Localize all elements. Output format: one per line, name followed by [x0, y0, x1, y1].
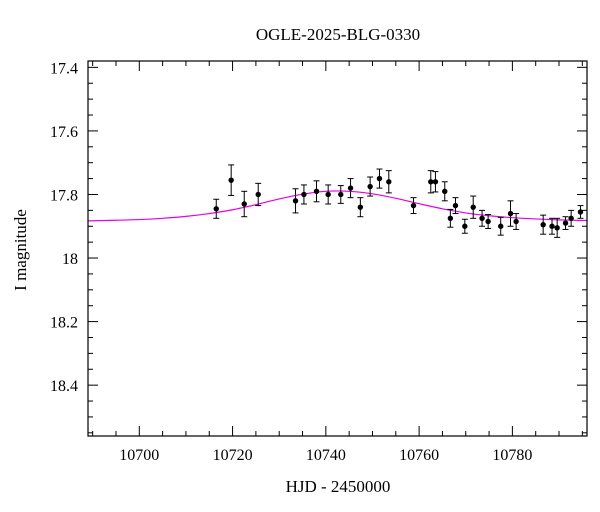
data-marker [213, 206, 219, 212]
data-point [337, 185, 344, 204]
x-tick-label: 10740 [306, 447, 346, 464]
y-tick-label: 18.2 [50, 315, 78, 332]
data-point [470, 195, 477, 219]
data-point [497, 216, 504, 236]
data-point [513, 213, 520, 230]
data-point [452, 197, 459, 215]
data-marker [452, 202, 459, 209]
data-marker [540, 221, 546, 228]
data-point [507, 200, 514, 227]
data-marker [410, 202, 417, 209]
data-point [325, 184, 332, 205]
y-tick-label: 17.8 [50, 187, 78, 204]
data-points [213, 164, 584, 238]
data-marker [338, 191, 344, 198]
data-marker [513, 218, 519, 225]
x-tick-label: 10720 [213, 447, 253, 464]
data-point [461, 218, 468, 234]
x-tick-label: 10780 [492, 447, 532, 464]
x-axis-label: HJD - 2450000 [286, 477, 391, 496]
data-point [213, 198, 220, 219]
y-tick-label: 17.4 [50, 60, 78, 77]
data-point [562, 216, 569, 230]
data-point [347, 178, 354, 199]
data-marker [432, 179, 439, 185]
model-curve [87, 190, 588, 222]
data-point [540, 214, 547, 235]
data-marker [507, 210, 514, 217]
data-marker [325, 191, 331, 198]
data-marker [485, 218, 491, 225]
data-marker [313, 188, 320, 194]
data-point [427, 170, 434, 194]
plot-frame [87, 60, 588, 437]
data-point [568, 209, 575, 227]
data-point [385, 170, 392, 194]
data-point [554, 217, 561, 238]
y-tick-label: 18.4 [50, 378, 78, 395]
data-point [241, 190, 248, 218]
data-point [410, 197, 417, 215]
data-marker [554, 225, 560, 231]
data-marker [255, 191, 261, 198]
data-point [447, 208, 454, 228]
y-tick-label: 18 [62, 251, 78, 268]
y-tick-label: 17.6 [50, 124, 78, 141]
y-axis-label: I magnitude [11, 209, 30, 291]
data-point [441, 181, 448, 202]
x-tick-label: 10760 [399, 447, 439, 464]
data-marker [568, 215, 574, 222]
data-point [367, 176, 374, 197]
x-tick-label: 10700 [119, 447, 159, 464]
data-point [432, 171, 439, 193]
data-marker [367, 183, 373, 190]
chart-title: OGLE-2025-BLG-0330 [256, 25, 420, 44]
data-marker [292, 198, 299, 204]
tick-labels: 10700 10720 10740 10760 10780 17.4 17.6 17.8 18 1… [50, 60, 532, 464]
data-point [549, 217, 556, 235]
data-point [228, 164, 235, 196]
data-marker [386, 179, 392, 185]
data-marker [462, 223, 468, 229]
data-marker [442, 188, 448, 194]
data-point [479, 209, 486, 227]
data-marker [376, 175, 383, 182]
data-point [300, 184, 307, 205]
data-point [313, 180, 320, 203]
data-point [292, 188, 299, 214]
data-marker [357, 204, 364, 210]
data-marker [498, 223, 504, 229]
axis-ticks [88, 61, 587, 436]
data-point [376, 168, 383, 189]
data-marker [241, 201, 247, 207]
data-marker [549, 223, 555, 229]
data-point [577, 205, 584, 219]
data-point [255, 182, 262, 207]
data-marker [301, 191, 307, 198]
data-marker [447, 215, 454, 222]
data-point [357, 197, 364, 218]
data-marker [228, 177, 234, 183]
data-marker [479, 215, 485, 222]
data-marker [577, 209, 584, 215]
data-marker [428, 179, 434, 185]
data-marker [347, 185, 354, 191]
data-marker [562, 220, 569, 226]
data-marker [470, 204, 476, 210]
data-point [485, 213, 492, 229]
